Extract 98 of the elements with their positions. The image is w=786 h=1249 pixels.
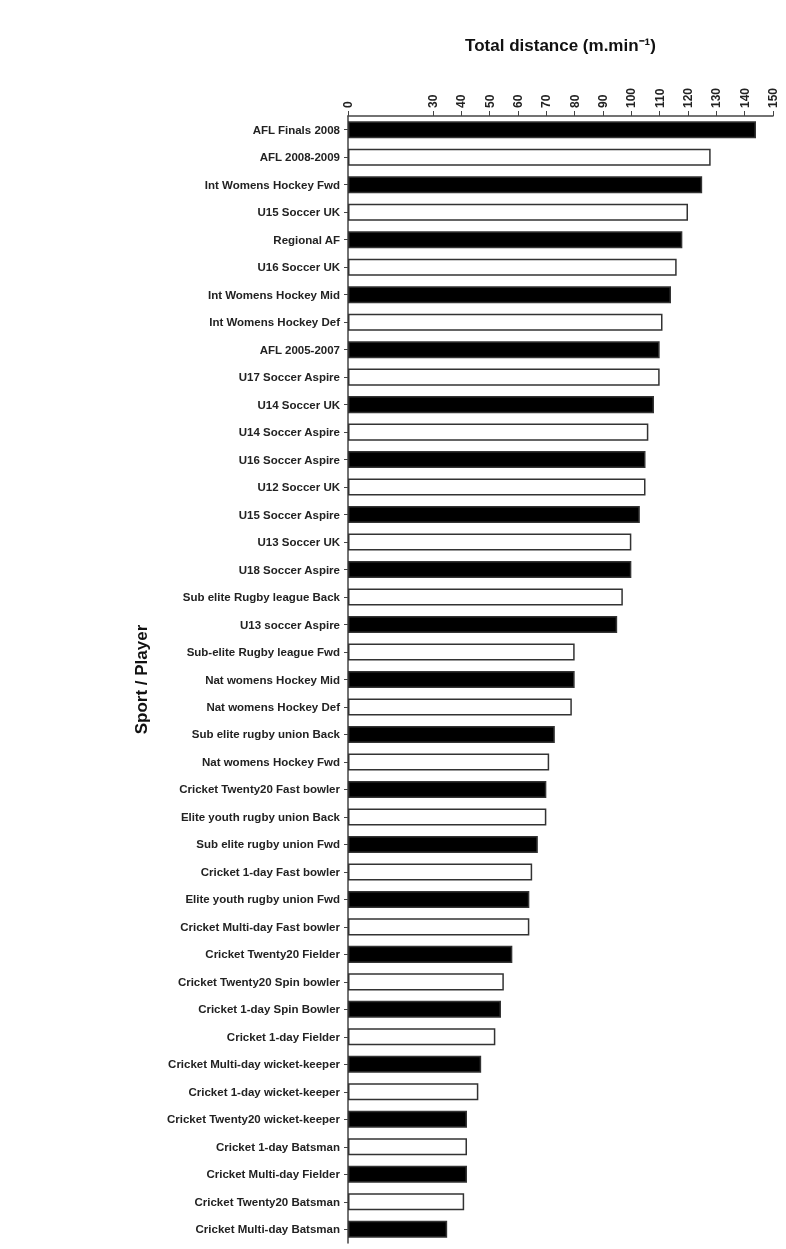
bar [348,918,530,936]
y-tick-label: Cricket 1-day wicket-keeper [188,1085,341,1098]
y-tick-label: AFL Finals 2008 [252,123,341,136]
bar [348,1193,465,1211]
bar [348,588,623,606]
bar [348,1055,482,1073]
y-tick-label: Nat womens Hockey Fwd [201,755,340,768]
bar [348,533,632,551]
x-tick-label: 130 [709,87,724,108]
y-tick-label: Int Womens Hockey Fwd [204,178,340,191]
y-tick-label: Cricket Multi-day Batsman [195,1223,340,1236]
y-tick-label: Sub-elite Rugby league Fwd [186,646,340,659]
y-tick-label: Cricket Multi-day Fielder [206,1168,341,1181]
bar [348,286,671,304]
y-tick-label: Cricket Twenty20 Batsman [194,1195,340,1208]
bar [348,451,646,469]
x-tick-label: 110 [652,88,667,108]
y-tick-label: Nat womens Hockey Mid [205,673,340,686]
y-tick-label: Regional AF [273,233,340,246]
bar [348,1138,467,1156]
y-tick-label: U13 soccer Aspire [240,618,340,631]
y-tick-label: AFL 2008-2009 [259,151,340,164]
y-tick-label: Cricket Twenty20 wicket-keeper [166,1113,341,1126]
bar [348,231,683,249]
x-tick-label: 100 [624,87,639,108]
bar [348,753,550,771]
x-tick-label: 90 [596,94,610,108]
bar [348,725,555,743]
x-tick-label: 60 [511,94,525,108]
x-tick-label: 0 [341,101,355,108]
y-tick-label: U12 Soccer UK [257,481,341,494]
bar [348,1083,479,1101]
x-tick-label: 30 [426,94,440,108]
bar [348,643,575,661]
y-tick-label: Sub elite rugby union Fwd [196,838,340,851]
y-tick-label: Cricket Twenty20 Fielder [205,948,341,961]
y-tick-label: Cricket Multi-day wicket-keeper [168,1058,341,1071]
y-tick-label: U18 Soccer Aspire [238,563,340,576]
y-tick-label: Nat womens Hockey Def [206,700,341,713]
y-tick-label: U14 Soccer Aspire [238,426,340,439]
bar [348,1165,467,1183]
bar [348,176,703,194]
y-tick-label: Cricket 1-day Batsman [216,1140,340,1153]
y-tick-label: U17 Soccer Aspire [238,371,340,384]
x-axis-title: Total distance (m.min⁻¹) [465,36,656,55]
bar [348,506,640,524]
y-tick-label: Sub elite Rugby league Back [182,591,341,604]
bar [348,341,660,359]
y-tick-label: Int Womens Hockey Mid [207,288,340,301]
bar [348,258,677,276]
y-tick-label: U15 Soccer UK [257,206,341,219]
x-tick-label: 150 [766,87,780,108]
bar [348,890,530,908]
y-tick-label: AFL 2005-2007 [259,343,340,356]
y-axis-title: Sport / Player [132,624,151,735]
y-tick-label: Cricket Twenty20 Fast bowler [179,783,341,796]
bar [348,1028,496,1046]
bar [348,973,504,991]
bar [348,698,572,716]
y-tick-label: U16 Soccer UK [257,261,341,274]
y-tick-label: Cricket Multi-day Fast bowler [180,920,341,933]
bar [348,670,575,689]
bar [348,368,660,386]
x-tick-label: 50 [482,94,497,108]
x-tick-label: 120 [681,87,695,108]
bar [348,945,513,963]
bar [348,780,547,798]
y-tick-label: U13 Soccer UK [257,536,341,549]
bar [348,478,646,496]
bar [348,1000,501,1018]
y-tick-label: Int Womens Hockey Def [209,316,341,329]
bar [348,1110,467,1128]
bar [348,561,632,579]
y-tick-label: Cricket 1-day Spin Bowler [198,1003,341,1016]
x-tick-label: 80 [567,94,582,108]
bar [348,835,538,853]
x-tick-label: 70 [539,94,554,108]
bar [348,423,649,441]
y-tick-label: Cricket 1-day Fielder [226,1030,341,1043]
y-tick-label: U16 Soccer Aspire [238,453,340,466]
y-tick-label: Elite youth rugby union Fwd [185,893,340,906]
y-tick-label: Cricket Twenty20 Spin bowler [177,975,341,988]
bar [348,313,663,331]
y-tick-label: U14 Soccer UK [257,398,341,411]
y-tick-label: Cricket 1-day Fast bowler [200,865,341,878]
bar [348,203,688,221]
bar [348,121,756,139]
y-tick-label: Elite youth rugby union Back [180,810,341,823]
bar [348,1220,448,1238]
y-tick-label: Sub elite rugby union Back [191,728,341,741]
y-tick-label: U15 Soccer Aspire [238,508,340,521]
bar [348,148,711,166]
bar [348,808,547,826]
x-tick-label: 40 [454,94,469,108]
x-tick-label: 140 [737,87,752,108]
bar [348,396,654,414]
bar [348,616,618,634]
bar [348,863,533,881]
